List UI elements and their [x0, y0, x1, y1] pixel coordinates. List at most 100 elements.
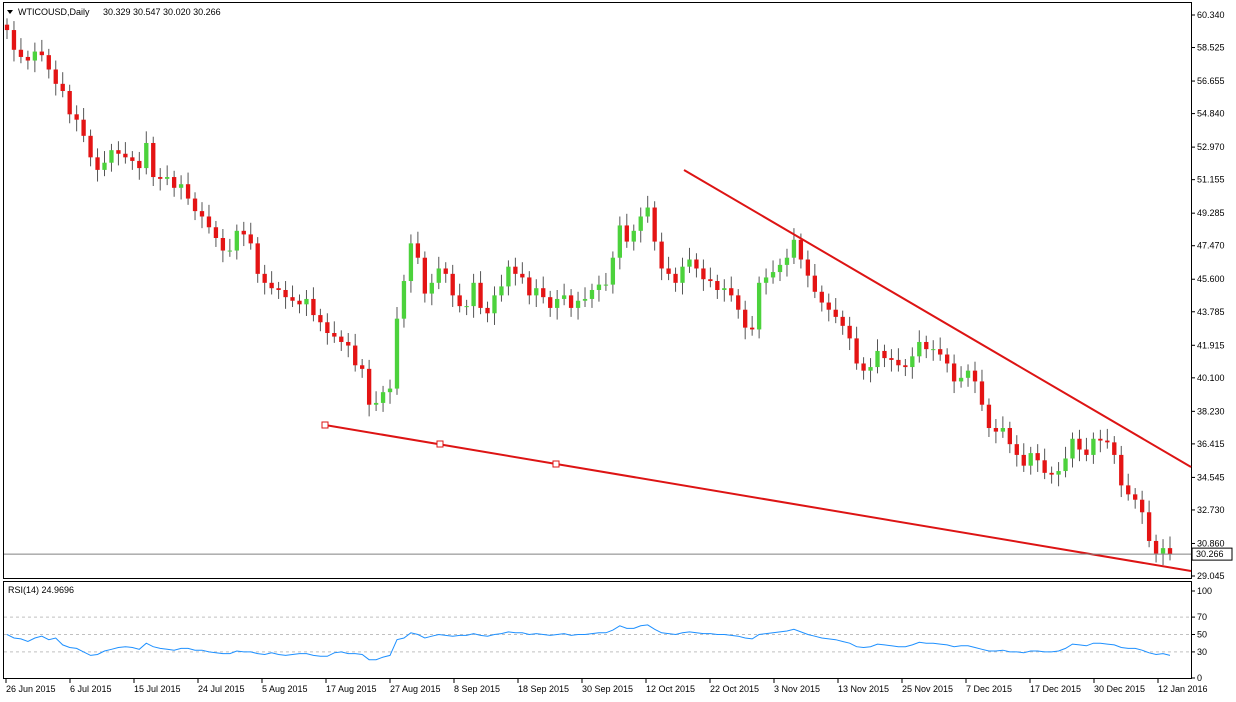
price-tick-label: 43.785 [1197, 307, 1225, 317]
bull-candle-body [638, 216, 643, 231]
bear-candle-body [130, 157, 135, 161]
time-tick-label: 18 Sep 2015 [518, 684, 569, 694]
time-tick-label: 22 Oct 2015 [710, 684, 759, 694]
price-tick-label: 40.100 [1197, 373, 1225, 383]
bull-candle-body [534, 288, 539, 296]
bull-candle-body [492, 295, 497, 314]
bull-candle-body [227, 250, 233, 252]
candle [255, 237, 260, 283]
bull-candle-body [234, 230, 239, 251]
time-tick-label: 6 Jul 2015 [70, 684, 112, 694]
candle [575, 291, 581, 320]
candle [151, 136, 156, 187]
bear-candle-body [826, 302, 831, 310]
candle [360, 359, 365, 378]
upper-trendline[interactable] [683, 169, 1192, 468]
bull-candle-body [109, 150, 114, 163]
time-tick-label: 27 Aug 2015 [390, 684, 441, 694]
bull-candle-body [561, 295, 567, 299]
bull-candle-body [1028, 453, 1033, 466]
candle [88, 129, 93, 167]
trendline-mid-handle[interactable] [436, 440, 444, 448]
candle [965, 364, 971, 387]
candle [1167, 536, 1173, 561]
bear-candle-body [812, 275, 817, 292]
candle [53, 60, 58, 96]
price-tick-label: 45.600 [1197, 274, 1225, 284]
lower-trendline[interactable] [324, 424, 1192, 572]
candle [701, 259, 706, 291]
bear-candle-body [1077, 438, 1082, 450]
price-panel [3, 2, 1192, 579]
bear-candle-body [248, 234, 253, 244]
candle [18, 38, 24, 64]
candle [185, 172, 191, 205]
candle [192, 192, 198, 221]
bear-candle-body [366, 368, 372, 405]
candle [979, 369, 985, 411]
candle [25, 50, 31, 70]
bear-candle-body [1167, 548, 1173, 555]
candle [102, 151, 107, 177]
bull-candle-body [401, 281, 407, 319]
time-tick-label: 12 Oct 2015 [646, 684, 695, 694]
bear-candle-body [819, 291, 824, 303]
trendline-anchor-handle[interactable] [552, 460, 560, 468]
candle [123, 142, 128, 164]
bear-candle-body [485, 307, 490, 314]
candle [401, 274, 407, 328]
price-tick-label: 54.840 [1197, 109, 1225, 119]
bear-candle-body [450, 273, 455, 296]
bear-candle-body [701, 268, 706, 280]
time-tick-label: 8 Sep 2015 [454, 684, 500, 694]
price-axis[interactable]: 60.340 58.525 56.655 54.840 52.970 51.155 49.2… [4, 10, 1233, 581]
bear-candle-body [1119, 454, 1124, 486]
bull-candle-body [165, 177, 170, 179]
candle [617, 216, 622, 270]
candle [1091, 432, 1096, 464]
bear-candle-body [346, 341, 351, 346]
time-tick-label: 30 Dec 2015 [1094, 684, 1145, 694]
bear-candle-body [652, 207, 657, 242]
candle [868, 358, 873, 383]
candle [171, 170, 177, 197]
candle [972, 361, 978, 394]
price-tick-label: 52.970 [1197, 142, 1225, 152]
candle [680, 257, 685, 295]
candle [67, 84, 72, 124]
bull-candle-body [380, 392, 386, 403]
bull-candle-body [1063, 458, 1068, 472]
bull-candle-body [596, 284, 602, 290]
candle [1007, 421, 1012, 454]
bull-candle-body [965, 370, 971, 378]
bear-candle-body [220, 238, 226, 251]
candle [882, 344, 887, 368]
candle [951, 354, 957, 394]
time-axis[interactable]: 26 Jun 2015 6 Jul 2015 15 Jul 2015 24 Jul 2… [5, 679, 1208, 694]
bear-candle-body [972, 370, 978, 382]
bear-candle-body [513, 266, 518, 274]
candle [60, 72, 65, 98]
candle [924, 335, 929, 359]
triangle-down-icon[interactable] [7, 10, 13, 14]
time-tick-label: 17 Aug 2015 [326, 684, 377, 694]
bear-candle-body [1105, 440, 1110, 443]
bull-candle-body [756, 282, 762, 330]
candle [568, 289, 574, 317]
candle [1139, 490, 1145, 524]
trendlines[interactable] [321, 169, 1192, 572]
trendline-anchor-handle[interactable] [321, 421, 329, 429]
bull-candle-body [582, 298, 588, 301]
time-tick-label: 24 Jul 2015 [198, 684, 245, 694]
candle [339, 330, 344, 351]
candle [548, 290, 553, 317]
rsi-axis[interactable]: 100 70 50 30 0 [1191, 586, 1212, 683]
candle [269, 271, 274, 295]
candle [603, 272, 609, 291]
candle [220, 229, 226, 263]
bear-candle-body [95, 157, 100, 170]
candle [471, 273, 476, 318]
price-tick-label: 41.915 [1197, 340, 1225, 350]
